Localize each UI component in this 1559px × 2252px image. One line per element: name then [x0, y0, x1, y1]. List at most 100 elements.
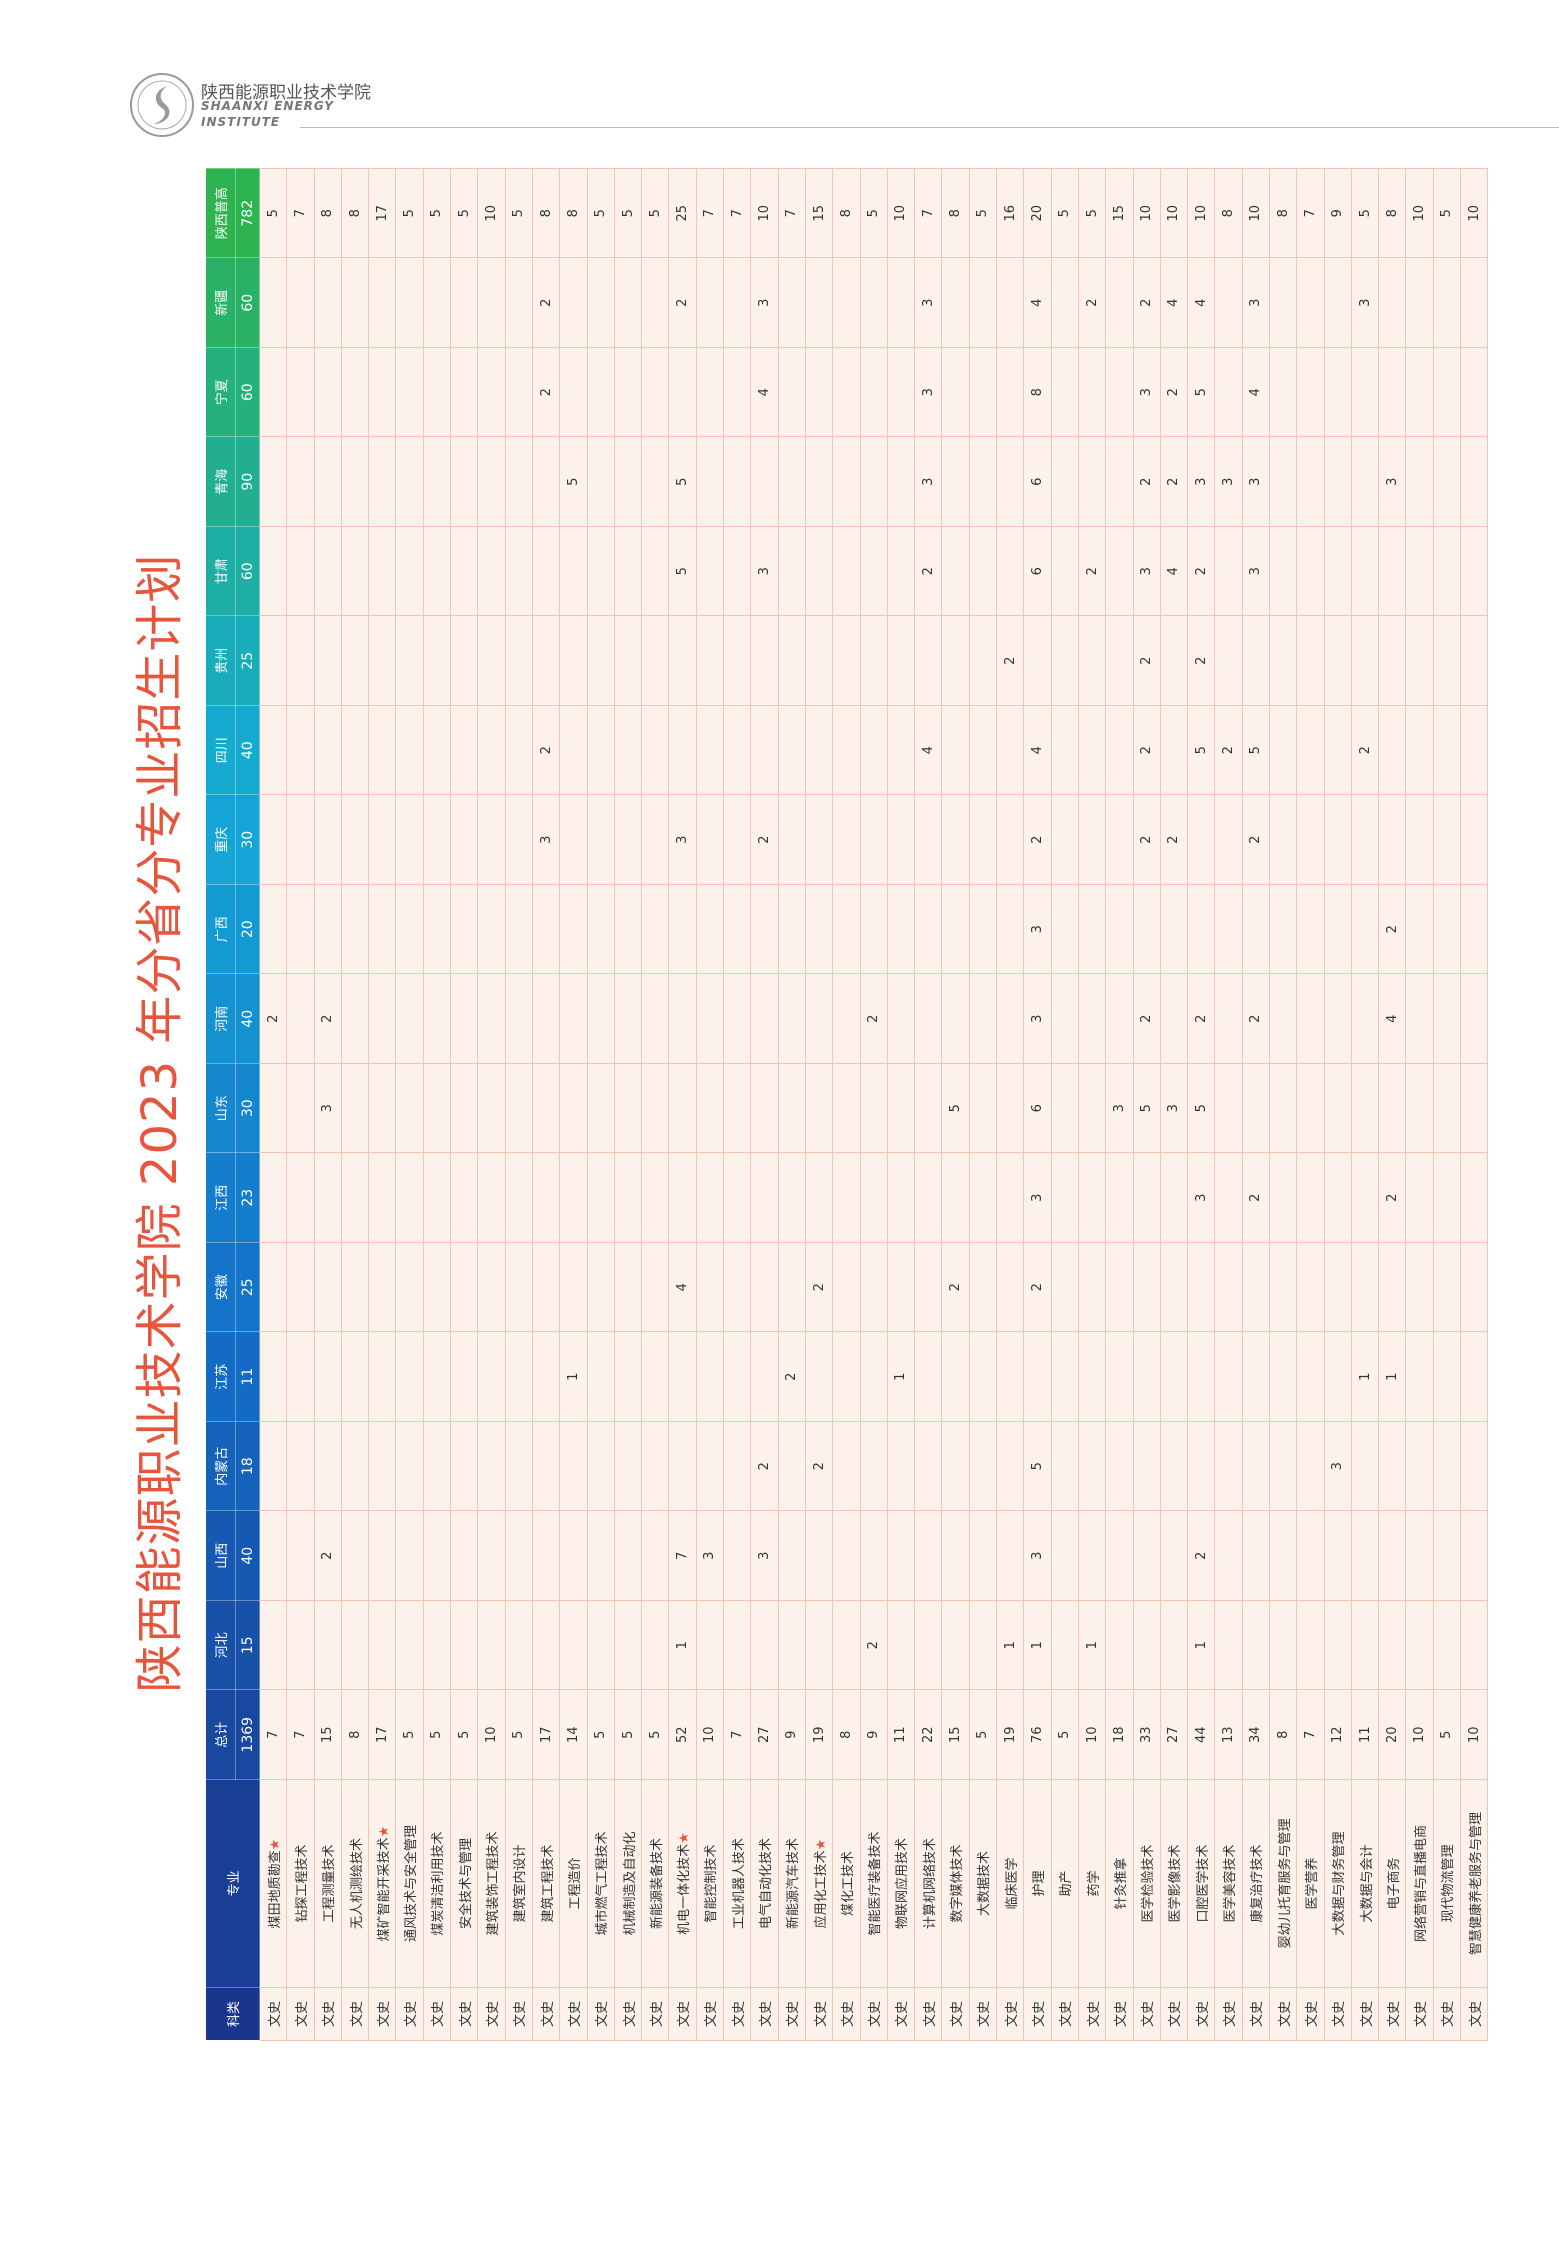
quota-cell	[1051, 1600, 1079, 1690]
quota-cell	[1242, 1511, 1270, 1601]
category-cell: 文史	[532, 1987, 560, 2041]
quota-cell	[941, 974, 970, 1064]
quota-cell	[368, 1600, 396, 1690]
category-cell: 文史	[1160, 1987, 1188, 2041]
quota-cell	[641, 1600, 669, 1690]
quota-cell	[696, 616, 724, 706]
quota-cell	[860, 616, 888, 706]
quota-cell	[860, 258, 888, 348]
quota-cell: 5	[505, 168, 533, 258]
quota-cell: 1	[1187, 1600, 1215, 1690]
quota-cell	[1433, 1600, 1461, 1690]
quota-cell	[1405, 705, 1434, 795]
category-cell: 文史	[778, 1987, 806, 2041]
quota-cell	[969, 1332, 997, 1422]
quota-cell	[395, 705, 424, 795]
quota-cell	[614, 347, 642, 437]
quota-cell	[395, 437, 424, 527]
quota-cell	[259, 1332, 287, 1422]
quota-cell	[1433, 884, 1461, 974]
major-cell: 电子商务	[1378, 1779, 1406, 1988]
category-cell: 文史	[314, 1987, 342, 2041]
quota-cell	[1433, 526, 1461, 616]
quota-cell	[668, 705, 697, 795]
quota-cell: 5	[1242, 705, 1270, 795]
quota-cell	[1133, 1600, 1161, 1690]
table-row: 文史 电气自动化技术 27 3 2 2 3 4 3 10	[750, 168, 779, 2041]
quota-cell	[969, 1421, 997, 1511]
quota-cell	[614, 1242, 642, 1332]
quota-cell	[1296, 1600, 1325, 1690]
quota-cell	[969, 258, 997, 348]
quota-cell	[477, 616, 506, 706]
quota-cell	[505, 1242, 533, 1332]
quota-cell	[1460, 1153, 1488, 1243]
quota-cell	[1105, 437, 1133, 527]
column-header: 江西	[205, 1153, 236, 1243]
quota-cell	[1269, 347, 1297, 437]
quota-cell: 11	[887, 1690, 915, 1780]
quota-cell	[341, 258, 369, 348]
table-row: 文史 大数据与财务管理 12 3 9	[1324, 168, 1352, 2041]
quota-cell	[341, 884, 369, 974]
quota-cell	[614, 616, 642, 706]
quota-cell	[368, 1153, 396, 1243]
table-row: 文史 煤矿智能开采技术★ 17 17	[368, 168, 396, 2041]
quota-cell	[341, 437, 369, 527]
quota-cell	[1133, 1242, 1161, 1332]
major-cell: 煤炭清洁利用技术	[423, 1779, 451, 1988]
quota-cell	[1324, 437, 1352, 527]
quota-cell	[1269, 705, 1297, 795]
quota-cell	[805, 795, 833, 885]
quota-cell: 4	[668, 1242, 697, 1332]
quota-cell: 15	[941, 1690, 970, 1780]
quota-cell	[1269, 795, 1297, 885]
quota-cell: 4	[914, 705, 942, 795]
quota-cell: 10	[1242, 168, 1270, 258]
quota-cell: 5	[668, 437, 697, 527]
quota-cell	[1051, 1332, 1079, 1422]
quota-cell	[969, 526, 997, 616]
quota-cell	[1105, 526, 1133, 616]
quota-cell	[1460, 705, 1488, 795]
quota-cell	[559, 347, 588, 437]
quota-cell	[723, 974, 751, 1064]
quota-cell: 2	[941, 1242, 970, 1332]
quota-cell	[259, 258, 287, 348]
quota-cell	[887, 258, 915, 348]
quota-cell	[1405, 526, 1434, 616]
quota-cell	[860, 795, 888, 885]
table-row: 文史 建筑装饰工程技术 10 10	[477, 168, 506, 2041]
quota-cell: 1	[668, 1600, 697, 1690]
table-row: 文史 医学美容技术 13 2 3 8	[1214, 168, 1243, 2041]
category-cell: 文史	[996, 1987, 1024, 2041]
column-header: 科类	[205, 1987, 260, 2041]
column-total: 40	[235, 974, 260, 1064]
quota-cell	[559, 1600, 588, 1690]
quota-cell: 5	[450, 1690, 478, 1780]
table-row: 文史 物联网应用技术 11 1 10	[887, 168, 915, 2041]
quota-cell	[286, 258, 315, 348]
quota-cell: 6	[1023, 526, 1052, 616]
quota-cell	[914, 884, 942, 974]
quota-cell	[996, 974, 1024, 1064]
quota-cell	[1433, 1511, 1461, 1601]
quota-cell	[887, 1421, 915, 1511]
quota-cell	[887, 795, 915, 885]
table-row: 文史 煤化工技术 8 8	[832, 168, 861, 2041]
quota-cell	[805, 1153, 833, 1243]
category-cell: 文史	[559, 1987, 588, 2041]
quota-cell: 2	[1242, 795, 1270, 885]
major-cell: 安全技术与管理	[450, 1779, 478, 1988]
quota-cell: 1	[1378, 1332, 1406, 1422]
quota-cell	[1378, 616, 1406, 706]
quota-cell: 10	[477, 1690, 506, 1780]
major-cell: 康复治疗技术	[1242, 1779, 1270, 1988]
quota-cell	[778, 705, 806, 795]
table-row: 文史 煤田地质勘查★ 7 2 5	[259, 168, 287, 2041]
quota-cell	[1460, 884, 1488, 974]
quota-cell	[641, 1421, 669, 1511]
table-row: 文史 智能医疗装备技术 9 2 2 5	[860, 168, 888, 2041]
quota-cell	[614, 1421, 642, 1511]
quota-cell: 8	[1269, 1690, 1297, 1780]
